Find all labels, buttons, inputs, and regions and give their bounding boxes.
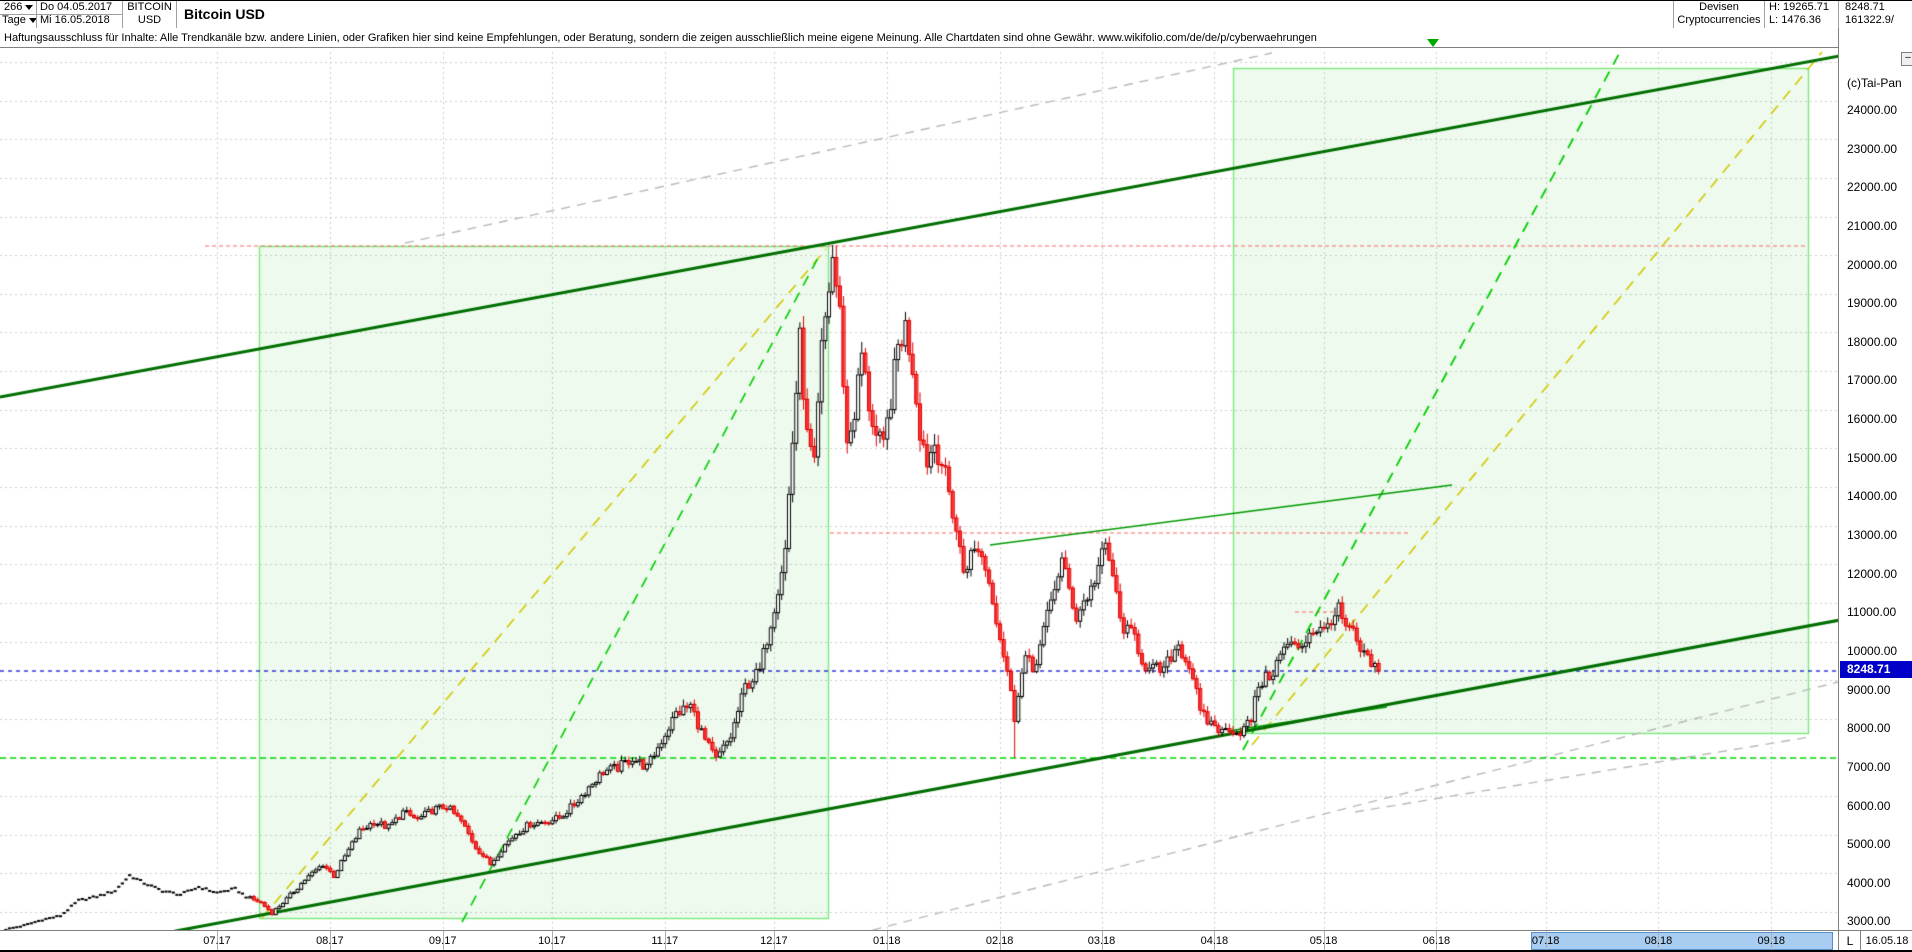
chevron-down-icon [28,17,36,23]
future-range-highlight[interactable] [1531,932,1833,950]
month-axis-label: 05.18 [1309,935,1338,947]
price-axis-label: 10000.00 [1847,643,1898,658]
month-tick [551,931,553,951]
month-tick [1214,931,1216,951]
price-axis-label: 20000.00 [1847,257,1898,272]
price-axis-label: 11000.00 [1847,605,1897,620]
price-axis-label: 7000.00 [1847,759,1891,774]
period-timeframe-cell: 266 Tage [0,1,36,28]
month-tick [773,931,775,951]
month-axis-label: 12.17 [760,935,788,947]
period-dropdown[interactable]: 266 [0,1,36,14]
market-category: Cryptocurrencies [1677,14,1761,26]
month-tick [329,931,331,951]
date-range-cell: Do 04.05.2017 Mi 16.05.2018 [37,1,122,28]
month-axis-label: 04.18 [1200,935,1229,947]
market-cell: Devisen Cryptocurrencies [1674,1,1764,28]
period-low: L: 1476.36 [1769,14,1821,26]
month-axis-label: 10.17 [538,935,566,947]
market-name: Devisen [1699,1,1739,13]
month-tick [1101,931,1103,951]
month-axis-label: 07.18 [1531,935,1560,947]
month-tick [1545,931,1547,951]
divider [1673,1,1674,28]
axis-end-date: 16.05.18 [1860,931,1912,951]
current-price-tag: 8248.71 [1840,661,1912,678]
symbol-cell: BITCOIN USD [123,1,176,28]
price-axis-label: 14000.00 [1847,489,1898,504]
time-axis[interactable]: L 16.05.18 07.17 08.17 09.17 10.17 11.17 12.1… [0,930,1912,951]
month-axis-label: 09.17 [428,935,457,947]
chart-title: Bitcoin USD [184,6,265,22]
divider [122,1,123,28]
divider [0,14,36,15]
month-axis-label: 08.18 [1644,935,1673,947]
price-axis-label: 13000.00 [1847,528,1898,543]
month-tick [886,931,888,951]
disclaimer-text: Haftungsausschluss für Inhalte: Alle Tre… [0,28,1912,48]
divider [1764,1,1765,28]
month-tick [217,931,218,951]
month-tick [1658,931,1660,951]
symbol: BITCOIN [127,1,172,13]
window-bottom-border [0,950,1912,952]
price-axis-label: 22000.00 [1847,180,1898,195]
month-tick [442,931,444,951]
chart-header: 266 Tage Do 04.05.2017 Mi 16.05.2018 BIT… [0,1,1912,29]
date-from: Do 04.05.2017 [40,1,113,13]
volume: 161322.9/ [1845,14,1894,26]
price-axis-label: 23000.00 [1847,141,1898,156]
event-marker-triangle-icon [1427,39,1439,47]
month-tick [999,931,1001,951]
month-tick [664,931,666,951]
timeframe-value: Tage [2,14,26,26]
last-price: 8248.71 [1845,1,1885,13]
price-axis-label: 5000.00 [1847,837,1891,852]
month-axis-label: 07.17 [203,935,231,947]
month-axis-label: 02.18 [985,935,1014,947]
month-axis-label: 11.17 [651,935,679,947]
month-tick [1323,931,1325,951]
window-top-border [0,0,1912,1]
price-axis-label: 6000.00 [1847,798,1891,813]
watermark-label: (c)Tai-Pan [1847,76,1902,90]
price-axis-label: 16000.00 [1847,412,1898,427]
chevron-down-icon [25,4,34,10]
high-low-cell: H: 19265.71 L: 1476.36 [1769,1,1838,28]
month-tick [1771,931,1773,951]
last-price-cell: 8248.71 161322.9/ [1845,1,1912,28]
divider [37,14,122,15]
timeframe-dropdown[interactable]: Tage [0,14,36,27]
divider [176,1,177,28]
month-tick [1436,931,1438,951]
price-axis-label: 19000.00 [1847,296,1898,311]
symbol-currency: USD [137,14,162,26]
price-axis-label: 17000.00 [1847,373,1898,388]
price-chart-canvas[interactable] [0,48,1838,932]
price-axis[interactable]: (c)Tai-Pan – 8248.71 2000.003000.004000.… [1838,28,1912,932]
month-axis-label: 03.18 [1087,935,1116,947]
collapse-button[interactable]: – [1901,52,1912,66]
price-axis-label: 21000.00 [1847,218,1898,233]
period-value: 266 [4,1,23,13]
month-axis-label: 01.18 [872,935,901,947]
date-to: Mi 16.05.2018 [40,14,110,26]
divider [1838,1,1839,28]
period-high: H: 19265.71 [1769,1,1829,13]
price-axis-label: 15000.00 [1847,450,1898,465]
scale-mode-label[interactable]: L [1838,931,1861,951]
price-axis-label: 18000.00 [1847,334,1898,349]
month-axis-label: 09.18 [1757,935,1786,947]
divider [36,1,37,28]
month-axis-label: 08.17 [316,935,344,947]
price-axis-label: 9000.00 [1847,682,1891,697]
price-axis-label: 4000.00 [1847,875,1891,890]
month-axis-label: 06.18 [1422,935,1451,947]
price-axis-label: 3000.00 [1847,914,1891,929]
price-axis-label: 8000.00 [1847,721,1891,736]
price-axis-label: 12000.00 [1847,566,1898,581]
price-axis-label: 24000.00 [1847,103,1898,117]
